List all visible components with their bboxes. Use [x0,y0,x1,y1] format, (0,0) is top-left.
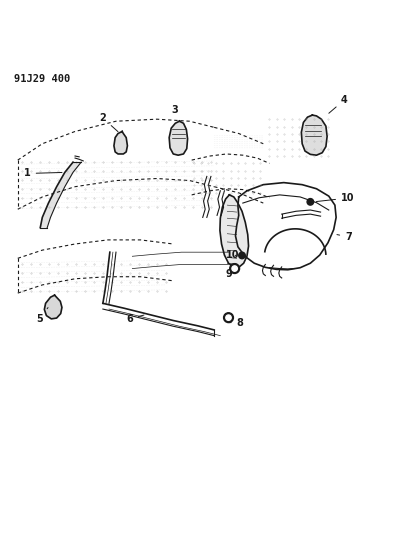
Text: 10: 10 [316,193,355,203]
Text: 91J29 400: 91J29 400 [14,74,70,84]
Text: 10: 10 [226,251,239,260]
Polygon shape [44,295,62,319]
Text: 1: 1 [24,168,62,179]
Polygon shape [301,115,327,155]
Text: 5: 5 [36,308,48,324]
Text: 7: 7 [337,232,352,242]
Circle shape [239,252,245,259]
Text: 3: 3 [171,105,179,121]
Polygon shape [220,195,248,268]
Circle shape [232,266,237,271]
Text: 4: 4 [329,95,348,114]
Circle shape [230,264,239,273]
Polygon shape [114,132,127,154]
Circle shape [307,199,314,205]
Text: 2: 2 [100,113,118,132]
Text: 8: 8 [229,318,243,328]
Text: 6: 6 [126,314,144,324]
Circle shape [226,315,231,320]
Circle shape [224,313,234,322]
Text: 9: 9 [226,269,232,279]
Polygon shape [169,121,187,155]
Polygon shape [40,162,81,228]
